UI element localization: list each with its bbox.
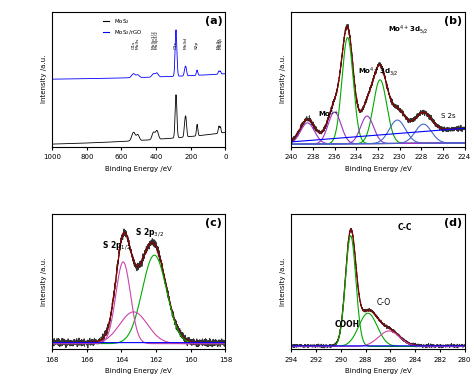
Text: Mo$^{4+}$3d$_{3/2}$: Mo$^{4+}$3d$_{3/2}$ <box>358 65 398 78</box>
X-axis label: Binding Energy /eV: Binding Energy /eV <box>105 166 172 172</box>
Y-axis label: Intensity /a.u.: Intensity /a.u. <box>280 258 286 306</box>
Text: Mo3s: Mo3s <box>136 38 140 49</box>
Text: O1s: O1s <box>132 41 136 49</box>
Text: (c): (c) <box>205 218 221 228</box>
Text: S2p: S2p <box>195 41 199 49</box>
Text: Mo3d: Mo3d <box>183 37 188 49</box>
X-axis label: Binding Energy /eV: Binding Energy /eV <box>105 368 172 374</box>
Text: Mo3p1/2: Mo3p1/2 <box>152 30 155 49</box>
Text: C-O: C-O <box>377 298 391 307</box>
Text: Mo3p3/2: Mo3p3/2 <box>155 30 159 49</box>
Text: Mo$^{4+}$3d$_{5/2}$: Mo$^{4+}$3d$_{5/2}$ <box>388 23 428 36</box>
Text: C1s: C1s <box>174 41 178 49</box>
Text: S 2p$_{1/2}$: S 2p$_{1/2}$ <box>102 239 131 252</box>
Text: (a): (a) <box>205 16 222 26</box>
Text: Mo4p: Mo4p <box>219 37 223 49</box>
Text: C-C: C-C <box>398 223 412 232</box>
X-axis label: Binding Energy /eV: Binding Energy /eV <box>345 166 411 172</box>
Text: (d): (d) <box>444 218 462 228</box>
Y-axis label: Intensity /a.u.: Intensity /a.u. <box>41 55 46 103</box>
Text: S 2s: S 2s <box>441 113 456 119</box>
Text: Mo$^{6+}$: Mo$^{6+}$ <box>319 109 340 120</box>
Text: COOH: COOH <box>334 320 359 329</box>
Y-axis label: Intensity /a.u.: Intensity /a.u. <box>280 55 286 103</box>
Legend: MoS$_2$, MoS$_2$/rGO: MoS$_2$, MoS$_2$/rGO <box>100 14 145 39</box>
Text: (b): (b) <box>444 16 462 26</box>
Y-axis label: Intensity /a.u.: Intensity /a.u. <box>41 258 46 306</box>
X-axis label: Binding Energy /eV: Binding Energy /eV <box>345 368 411 374</box>
Text: Mo4s: Mo4s <box>217 38 221 49</box>
Text: S 2p$_{3/2}$: S 2p$_{3/2}$ <box>135 226 164 239</box>
